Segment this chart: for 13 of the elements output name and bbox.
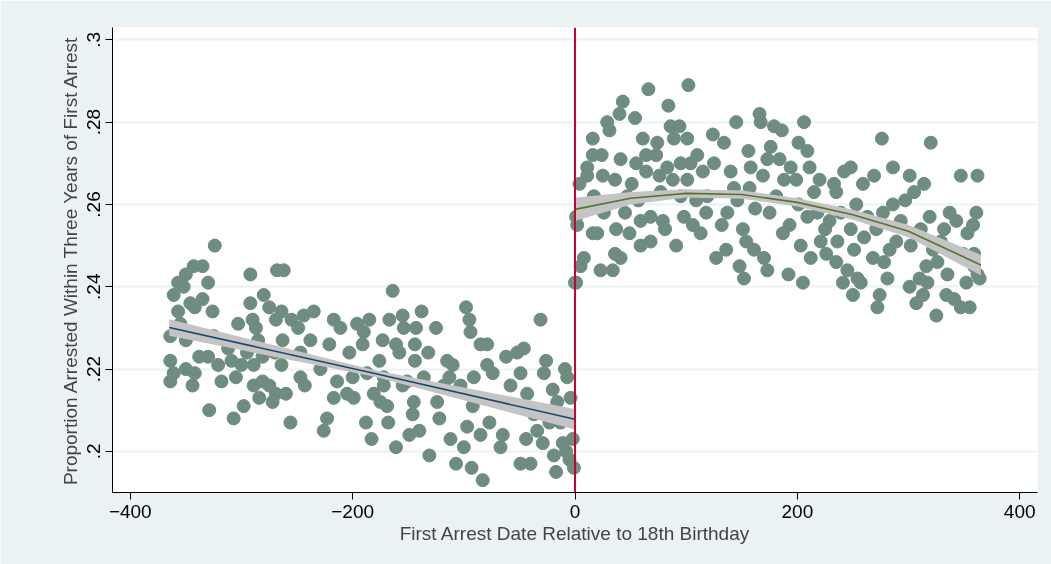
y-tick-label: .26 [83,191,105,218]
y-tick-label: .28 [83,108,105,136]
y-tick-label: .3 [83,31,105,48]
x-tick-label: 200 [781,500,814,522]
x-tick-label: −400 [108,500,152,522]
x-tick-label: 400 [1003,500,1036,522]
x-tick-label: −200 [331,500,375,522]
y-axis-title: Proportion Arrested Within Three Years of First Arrest [59,36,81,486]
x-tick-label: 0 [569,500,581,522]
y-tick-label: .2 [83,443,105,460]
x-axis-title: First Arrest Date Relative to 18th Birthday [399,522,750,544]
y-tick-label: .24 [83,273,105,300]
y-tick-label: .22 [83,355,105,383]
